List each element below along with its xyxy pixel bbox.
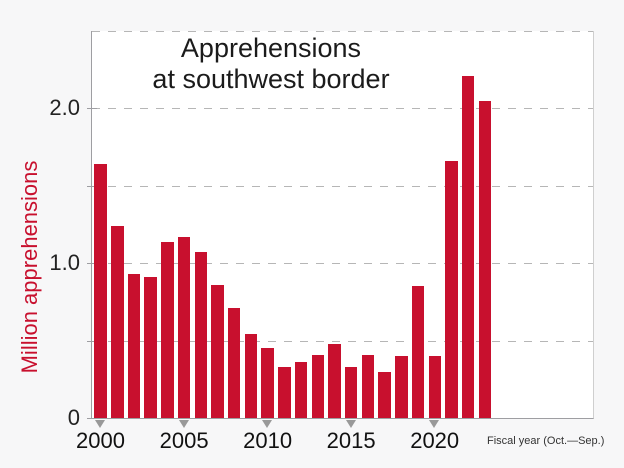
x-tick-triangle-2005 — [178, 420, 189, 428]
x-tick-label-2005: 2005 — [159, 428, 209, 453]
gridline-2.5 — [92, 31, 593, 32]
y-tick-label-1.0: 1.0 — [49, 250, 80, 275]
bar-2020 — [428, 356, 441, 418]
y-tick-mark-1.5 — [87, 186, 97, 187]
gridline-2 — [92, 108, 593, 110]
chart-title-line1: Apprehensions — [180, 33, 362, 63]
x-tick-triangle-2020 — [429, 420, 440, 428]
y-tick-mark-0 — [87, 418, 97, 419]
bar-2011 — [278, 367, 291, 418]
y-tick-label-0: 0 — [67, 405, 80, 430]
x-tick-triangle-2015 — [345, 420, 356, 428]
bar-2023 — [478, 101, 492, 418]
bar-2009 — [244, 334, 258, 418]
x-tick-triangle-2010 — [262, 420, 273, 428]
bar-2002 — [127, 274, 141, 418]
bar-2021 — [445, 161, 458, 418]
bar-2010 — [261, 348, 274, 418]
bar-2014 — [328, 344, 341, 418]
bar-2000 — [94, 164, 107, 418]
bar-2016 — [361, 355, 375, 418]
chart-title: Apprehensions at southwest border — [121, 33, 421, 95]
x-tick-label-2010: 2010 — [243, 428, 293, 453]
x-axis-note: Fiscal year (Oct.—Sep.) — [487, 435, 605, 447]
bar-2022 — [461, 76, 475, 418]
bar-2017 — [378, 372, 391, 418]
x-tick-label-2015: 2015 — [326, 428, 376, 453]
gridline-1 — [92, 263, 593, 265]
bar-2003 — [144, 277, 157, 418]
gridline-1.5 — [92, 185, 593, 187]
plot-area — [91, 31, 594, 419]
bar-2006 — [194, 252, 207, 418]
x-tick-label-2020: 2020 — [410, 428, 460, 453]
bar-2008 — [227, 308, 241, 418]
y-tick-label-2.0: 2.0 — [49, 95, 80, 120]
bar-2004 — [161, 242, 174, 418]
y-tick-mark-2 — [87, 108, 97, 109]
bar-2007 — [211, 285, 224, 418]
x-tick-label-2000: 2000 — [76, 428, 125, 453]
chart-title-line2: at southwest border — [152, 64, 390, 94]
bar-2019 — [411, 286, 425, 418]
bar-2013 — [311, 355, 324, 418]
bar-2012 — [294, 362, 308, 418]
gridline-0.5 — [92, 340, 593, 342]
bar-2015 — [344, 367, 358, 418]
bar-2018 — [395, 356, 408, 418]
bar-2005 — [177, 237, 191, 418]
x-tick-triangle-2000 — [95, 420, 105, 428]
y-tick-mark-1 — [87, 263, 97, 264]
y-tick-mark-0.5 — [87, 341, 97, 342]
y-axis-title: Million apprehensions — [17, 160, 42, 374]
bar-2001 — [111, 226, 124, 418]
